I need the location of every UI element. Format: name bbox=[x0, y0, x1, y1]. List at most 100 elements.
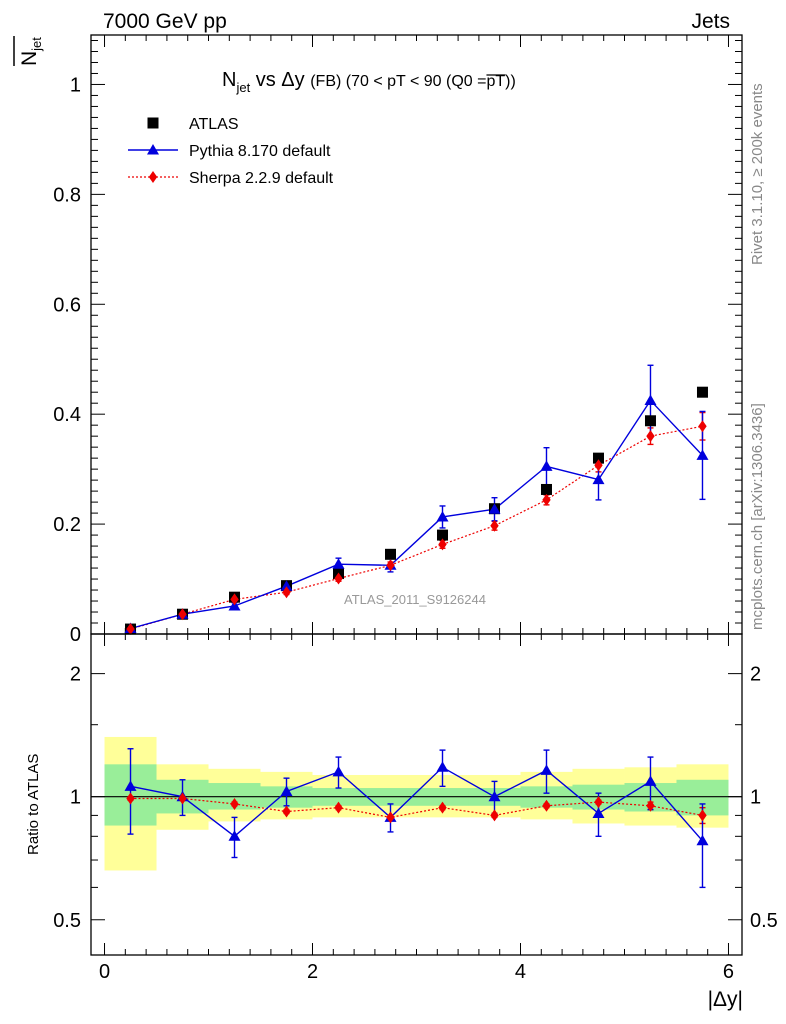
svg-text:Njet: Njet bbox=[18, 37, 44, 66]
ratio-pythia-point bbox=[124, 780, 137, 791]
ratio-sherpa-point bbox=[334, 801, 343, 814]
main-panel: 0 0.2 0.4 0.6 0.8 1 ATLAS_2011_S9126244 bbox=[53, 34, 743, 646]
x-axis-label: |Δy| bbox=[708, 988, 743, 1011]
sherpa-point bbox=[386, 559, 395, 572]
main-y-tick-label: 0.8 bbox=[53, 184, 81, 206]
legend-label: Pythia 8.170 default bbox=[189, 143, 331, 160]
x-tick-label: 6 bbox=[723, 961, 734, 983]
ratio-y-tick-label-left: 0.5 bbox=[53, 910, 81, 932]
atlas-point bbox=[540, 483, 552, 495]
x-tick-labels: 0 2 4 6 bbox=[99, 961, 734, 983]
main-y-tick-label: 1 bbox=[70, 74, 81, 96]
legend-label: Sherpa 2.2.9 default bbox=[189, 170, 334, 187]
title-close: )) bbox=[505, 73, 516, 90]
pythia-line bbox=[130, 399, 703, 630]
ratio-sherpa-point bbox=[542, 799, 551, 812]
pythia-point bbox=[488, 503, 501, 514]
atlas-point bbox=[436, 529, 448, 541]
atlas-point bbox=[644, 415, 656, 427]
ratio-sherpa-point bbox=[178, 792, 187, 805]
pythia-point bbox=[540, 460, 553, 471]
sherpa-point bbox=[126, 623, 135, 636]
legend-sherpa-marker bbox=[148, 171, 158, 183]
ratio-pythia-point bbox=[644, 775, 657, 786]
sherpa-point bbox=[230, 593, 239, 606]
legend-pythia-marker bbox=[147, 144, 159, 155]
title-middle: vs Δy bbox=[250, 69, 310, 91]
ratio-pythia-point bbox=[696, 834, 709, 846]
pythia-point bbox=[592, 473, 605, 485]
atlas-point bbox=[592, 452, 604, 464]
ratio-y-tick-label-left: 1 bbox=[70, 787, 81, 809]
legend: ATLAS Pythia 8.170 default Sherpa 2.2.9 de… bbox=[128, 116, 334, 187]
ratio-y-tick-label-right: 1 bbox=[750, 787, 761, 809]
ratio-sherpa-point bbox=[126, 792, 135, 805]
ratio-pythia-point bbox=[488, 790, 501, 802]
atlas-point bbox=[696, 386, 708, 398]
ratio-pythia-point bbox=[280, 785, 293, 796]
sherpa-point bbox=[646, 430, 655, 443]
side-rivet: Rivet 3.1.10, ≥ 200k events bbox=[749, 83, 766, 265]
ratio-sherpa-point bbox=[698, 809, 707, 822]
ratio-pythia-point bbox=[228, 830, 241, 841]
ratio-pythia-point bbox=[332, 765, 345, 777]
sherpa-point bbox=[490, 519, 499, 532]
ratio-sherpa-point bbox=[282, 805, 291, 818]
title-prefix-sub: jet bbox=[235, 80, 250, 95]
ylabel-bottom: Ratio to ATLAS bbox=[25, 754, 42, 855]
ratio-panel: 0.5 0.5 1 1 2 2 bbox=[53, 633, 778, 956]
main-y-tick-label: 0.6 bbox=[53, 294, 81, 316]
ratio-pythia-point bbox=[540, 764, 553, 775]
sherpa-point bbox=[698, 420, 707, 433]
main-y-tick-label: 0 bbox=[70, 624, 81, 646]
x-tick-label: 4 bbox=[515, 961, 526, 983]
pythia-point bbox=[644, 394, 657, 405]
ratio-sherpa-point bbox=[594, 796, 603, 809]
sherpa-line bbox=[130, 425, 703, 630]
main-series bbox=[124, 364, 709, 636]
ylabel-top: Njet bbox=[13, 36, 44, 66]
ratio-sherpa-line bbox=[130, 797, 703, 818]
sherpa-point bbox=[438, 538, 447, 551]
pythia-point bbox=[280, 580, 293, 591]
sherpa-point bbox=[334, 572, 343, 585]
ratio-pythia-point bbox=[592, 807, 605, 818]
sherpa-point bbox=[282, 586, 291, 599]
header-left: 7000 GeV pp bbox=[103, 10, 227, 33]
title-small: (FB) (70 < pT < 90 (Q0 = bbox=[310, 73, 486, 90]
ratio-sherpa-point bbox=[490, 809, 499, 822]
title-pt-bar: pT bbox=[486, 73, 505, 90]
ratio-sherpa-point bbox=[230, 797, 239, 810]
side-mcplots: mcplots.cern.ch [arXiv:1306.3436] bbox=[749, 403, 766, 630]
legend-label: ATLAS bbox=[189, 116, 239, 133]
pythia-point bbox=[332, 558, 345, 569]
main-y-tick-label: 0.4 bbox=[53, 404, 81, 426]
ratio-pythia-point bbox=[436, 761, 449, 772]
ratio-y-tick-label-right: 0.5 bbox=[750, 910, 778, 932]
sherpa-point bbox=[594, 459, 603, 472]
watermark: ATLAS_2011_S9126244 bbox=[344, 592, 486, 607]
legend-atlas-marker bbox=[147, 117, 159, 129]
pythia-point bbox=[436, 510, 449, 522]
ratio-sherpa-point bbox=[438, 801, 447, 814]
main-y-tick-label: 0.2 bbox=[53, 514, 81, 536]
ratio-sherpa-point bbox=[386, 811, 395, 824]
header-right: Jets bbox=[691, 10, 730, 33]
title-prefix: N bbox=[222, 69, 236, 91]
ylabel-top-sub: jet bbox=[29, 37, 44, 52]
ratio-y-tick-label-right: 2 bbox=[750, 664, 761, 686]
ratio-pythia-line bbox=[130, 766, 704, 842]
ratio-y-tick-label-left: 2 bbox=[70, 664, 81, 686]
ratio-axes: 0.5 0.5 1 1 2 2 bbox=[53, 633, 778, 956]
plot-title: Njet vs Δy (FB) (70 < pT < 90 (Q0 =pT)) bbox=[222, 69, 516, 95]
ylabel-top-main: N bbox=[18, 51, 41, 66]
sherpa-point bbox=[542, 493, 551, 506]
ratio-series bbox=[124, 748, 709, 889]
x-tick-label: 2 bbox=[307, 961, 318, 983]
pythia-point bbox=[696, 449, 709, 460]
x-tick-label: 0 bbox=[99, 961, 110, 983]
atlas-point bbox=[385, 548, 397, 560]
main-axes: 0 0.2 0.4 0.6 0.8 1 bbox=[53, 34, 743, 646]
ratio-bands bbox=[104, 736, 729, 871]
